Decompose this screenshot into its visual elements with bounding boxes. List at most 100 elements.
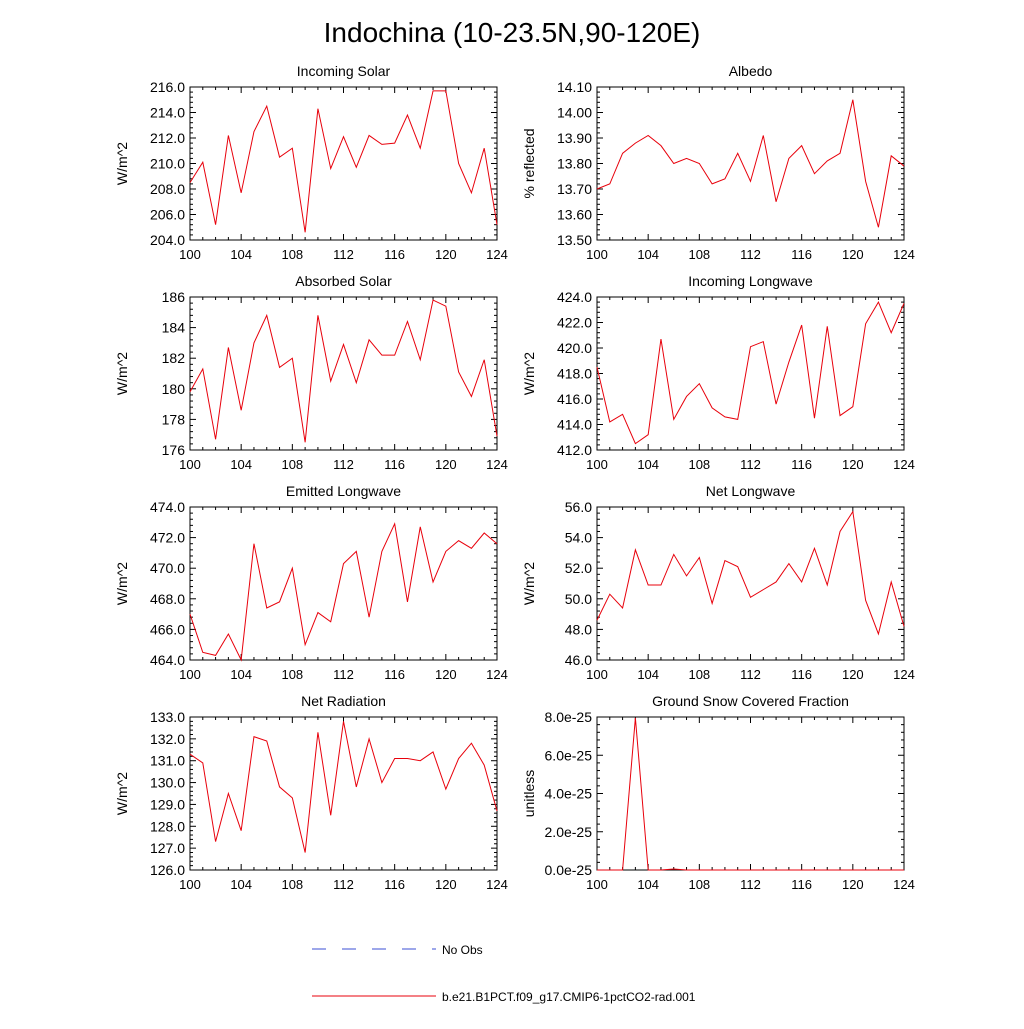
chart-panel: 100 104 108 112 116 120 124 204.0 206.0 208.0 210.… bbox=[114, 63, 508, 262]
plot-frame bbox=[596, 506, 905, 661]
y-tick-label: 414.0 bbox=[557, 417, 592, 433]
series-line bbox=[596, 99, 905, 228]
y-tick-label: 186 bbox=[162, 289, 186, 305]
x-tick-label: 124 bbox=[893, 247, 915, 262]
y-tick-label: 14.10 bbox=[557, 79, 592, 95]
x-tick-label: 104 bbox=[230, 667, 252, 682]
series-line bbox=[189, 299, 498, 443]
y-tick-label: 130.0 bbox=[150, 775, 185, 791]
figure-title: Indochina (10-23.5N,90-120E) bbox=[324, 17, 701, 48]
x-tick-label: 116 bbox=[384, 877, 405, 892]
plot-frame bbox=[189, 296, 498, 451]
panel-title: Albedo bbox=[729, 63, 773, 79]
y-tick-label: 13.50 bbox=[557, 232, 592, 248]
y-tick-label: 470.0 bbox=[150, 560, 185, 576]
y-tick-label: 131.0 bbox=[150, 753, 185, 769]
x-tick-label: 100 bbox=[586, 877, 608, 892]
y-tick-label: 180 bbox=[162, 381, 186, 397]
y-tick-label: 472.0 bbox=[150, 530, 185, 546]
y-tick-label: 412.0 bbox=[557, 442, 592, 458]
y-tick-label: 0.0e-25 bbox=[545, 862, 593, 878]
y-tick-label: 132.0 bbox=[150, 731, 185, 747]
y-tick-label: 54.0 bbox=[565, 530, 592, 546]
legend: No Obs b.e21.B1PCT.f09_g17.CMIP6-1pctCO2… bbox=[312, 943, 696, 1004]
series-line bbox=[189, 522, 498, 662]
y-tick-label: 422.0 bbox=[557, 315, 592, 331]
x-tick-label: 100 bbox=[586, 667, 608, 682]
x-tick-label: 124 bbox=[893, 457, 915, 472]
y-tick-label: 206.0 bbox=[150, 207, 185, 223]
panel-title: Absorbed Solar bbox=[295, 273, 392, 289]
y-axis-label: W/m^2 bbox=[114, 142, 130, 185]
x-tick-label: 124 bbox=[893, 877, 915, 892]
chart-panel: 100 104 108 112 116 120 124 0.0e-25 2.0e-25 4.0e-… bbox=[521, 693, 915, 892]
y-axis-label: % reflected bbox=[521, 128, 537, 198]
plot-frame bbox=[596, 86, 905, 241]
y-axis-label: W/m^2 bbox=[521, 562, 537, 605]
x-tick-label: 108 bbox=[688, 877, 710, 892]
x-tick-label: 108 bbox=[688, 457, 710, 472]
series-line bbox=[189, 90, 498, 233]
chart-panel: 100 104 108 112 116 120 124 464.0 466.0 468.0 470.… bbox=[114, 483, 508, 682]
y-tick-label: 56.0 bbox=[565, 499, 592, 515]
panel-title: Ground Snow Covered Fraction bbox=[652, 693, 849, 709]
x-tick-label: 120 bbox=[842, 667, 864, 682]
x-tick-label: 100 bbox=[179, 457, 201, 472]
chart-panel: 100 104 108 112 116 120 124 176 178 180 182 184 186 A… bbox=[114, 273, 508, 472]
x-tick-label: 120 bbox=[435, 877, 457, 892]
y-tick-label: 420.0 bbox=[557, 340, 592, 356]
y-tick-label: 46.0 bbox=[565, 652, 592, 668]
y-tick-label: 210.0 bbox=[150, 156, 185, 172]
y-tick-label: 13.80 bbox=[557, 156, 592, 172]
x-tick-label: 108 bbox=[281, 457, 303, 472]
x-tick-label: 124 bbox=[486, 877, 508, 892]
x-tick-label: 116 bbox=[791, 877, 812, 892]
y-tick-label: 13.70 bbox=[557, 181, 592, 197]
chart-panel: 100 104 108 112 116 120 124 46.0 48.0 50.0 52.0 54.… bbox=[521, 483, 915, 682]
y-tick-label: 14.00 bbox=[557, 105, 592, 121]
y-tick-label: 416.0 bbox=[557, 391, 592, 407]
panel-title: Incoming Solar bbox=[297, 63, 391, 79]
x-tick-label: 104 bbox=[230, 457, 252, 472]
x-tick-label: 104 bbox=[230, 247, 252, 262]
x-tick-label: 100 bbox=[179, 247, 201, 262]
x-tick-label: 108 bbox=[688, 667, 710, 682]
y-tick-label: 204.0 bbox=[150, 232, 185, 248]
x-tick-label: 116 bbox=[791, 667, 812, 682]
y-tick-label: 126.0 bbox=[150, 862, 185, 878]
x-tick-label: 112 bbox=[740, 877, 761, 892]
y-tick-label: 52.0 bbox=[565, 560, 592, 576]
x-tick-label: 112 bbox=[333, 877, 354, 892]
y-tick-label: 216.0 bbox=[150, 79, 185, 95]
x-tick-label: 116 bbox=[791, 457, 812, 472]
y-tick-label: 13.90 bbox=[557, 130, 592, 146]
x-tick-label: 124 bbox=[486, 667, 508, 682]
y-axis-label: W/m^2 bbox=[114, 352, 130, 395]
x-tick-label: 100 bbox=[586, 247, 608, 262]
y-axis-label: unitless bbox=[521, 770, 537, 817]
panel-title: Net Radiation bbox=[301, 693, 386, 709]
x-tick-label: 100 bbox=[586, 457, 608, 472]
x-tick-label: 104 bbox=[230, 877, 252, 892]
y-tick-label: 474.0 bbox=[150, 499, 185, 515]
series-line bbox=[596, 300, 905, 445]
x-tick-label: 120 bbox=[435, 667, 457, 682]
y-tick-label: 127.0 bbox=[150, 840, 185, 856]
y-axis-label: W/m^2 bbox=[114, 562, 130, 605]
y-tick-label: 214.0 bbox=[150, 105, 185, 121]
x-tick-label: 108 bbox=[281, 247, 303, 262]
x-tick-label: 112 bbox=[740, 457, 761, 472]
y-tick-label: 6.0e-25 bbox=[545, 747, 593, 763]
x-tick-label: 116 bbox=[791, 247, 812, 262]
x-tick-label: 120 bbox=[842, 457, 864, 472]
y-tick-label: 468.0 bbox=[150, 591, 185, 607]
x-tick-label: 100 bbox=[179, 877, 201, 892]
y-tick-label: 464.0 bbox=[150, 652, 185, 668]
y-axis-label: W/m^2 bbox=[521, 352, 537, 395]
plot-frame bbox=[189, 506, 498, 661]
y-tick-label: 208.0 bbox=[150, 181, 185, 197]
y-tick-label: 129.0 bbox=[150, 796, 185, 812]
x-tick-label: 108 bbox=[281, 667, 303, 682]
x-tick-label: 112 bbox=[333, 457, 354, 472]
